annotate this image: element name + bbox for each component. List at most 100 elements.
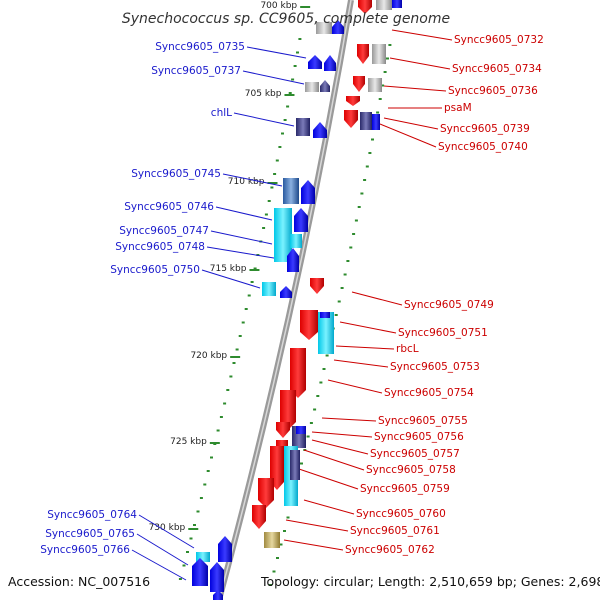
plus-strand-gene <box>372 44 386 64</box>
gene-label-minus: Syncc9605_0764 <box>47 509 137 521</box>
guide-dot <box>352 233 356 235</box>
guide-dot <box>283 119 287 121</box>
plus-strand-gene <box>392 0 402 8</box>
leader-line <box>138 514 195 549</box>
position-tick-label: 700 kbp <box>260 1 297 11</box>
guide-dot <box>253 267 257 270</box>
guide-dot <box>340 287 344 289</box>
guide-dot <box>376 111 380 114</box>
plus-strand-gene <box>344 110 358 128</box>
guide-dot <box>182 564 186 567</box>
guide-dot <box>286 516 290 519</box>
position-tick-label: 725 kbp <box>170 437 207 447</box>
guide-dot <box>286 105 290 108</box>
gene-label-plus: psaM <box>444 102 472 114</box>
guide-dot <box>216 429 220 432</box>
leader-line <box>391 29 453 41</box>
guide-dot <box>275 159 279 162</box>
guide-dot <box>319 381 323 384</box>
minus-strand-gene <box>294 208 308 232</box>
guide-dot <box>288 92 292 94</box>
guide-dot <box>383 71 387 73</box>
guide-dot <box>235 348 239 351</box>
guide-dot <box>349 246 353 249</box>
gene-label-plus: Syncc9605_0754 <box>384 387 474 399</box>
gene-label-plus: Syncc9605_0761 <box>350 525 440 537</box>
guide-dot <box>365 165 369 168</box>
gene-labels: Syncc9605_0735 Syncc9605_0737 chlL Syncc960… <box>40 34 544 556</box>
guide-dot <box>306 435 310 438</box>
guide-dot <box>279 543 283 546</box>
gene-label-minus: Syncc9605_0766 <box>40 544 130 556</box>
guide-dot <box>281 132 284 135</box>
guide-dot <box>273 173 277 175</box>
minus-strand-gene <box>287 248 299 272</box>
genome-summary: Topology: circular; Length: 2,510,659 bp… <box>261 574 600 589</box>
guide-dot <box>178 578 182 580</box>
plus-strand-gene <box>318 312 334 354</box>
gene-label-plus: Syncc9605_0753 <box>390 361 480 373</box>
guide-dot <box>313 408 317 411</box>
position-tick-label: 720 kbp <box>190 351 227 361</box>
guide-dot <box>210 456 213 459</box>
guide-dot <box>250 281 254 283</box>
gene-label-plus: rbcL <box>396 343 419 355</box>
gene-label-plus: Syncc9605_0739 <box>440 123 530 135</box>
guide-dot <box>293 65 297 67</box>
guide-dot <box>196 510 200 513</box>
leader-line <box>383 117 439 130</box>
position-tick-label: 705 kbp <box>245 89 282 99</box>
leader-line <box>210 230 273 245</box>
gene-label-minus: Syncc9605_0750 <box>110 264 200 276</box>
minus-strand-gene <box>210 562 224 592</box>
guide-dot <box>270 186 274 189</box>
gene-label-minus: Syncc9605_0748 <box>115 241 205 253</box>
leader-line <box>339 321 397 334</box>
genome-backbone-highlight <box>218 0 352 600</box>
guide-dot <box>203 483 207 486</box>
minus-strand-gene <box>301 180 315 204</box>
guide-dot <box>388 44 392 46</box>
label-leader-lines <box>131 29 453 581</box>
minus-strand-gene <box>320 80 330 92</box>
leader-line <box>327 379 383 394</box>
guide-dot <box>343 273 347 276</box>
minus-strand-gene <box>305 82 319 92</box>
guide-dot <box>276 557 279 559</box>
leader-line <box>333 359 389 368</box>
minus-strand-gene <box>218 536 232 562</box>
guide-dot <box>316 395 320 397</box>
guide-dot <box>206 470 210 472</box>
guide-dot <box>337 300 341 303</box>
minus-strand-gene <box>274 208 292 262</box>
leader-line <box>201 269 261 289</box>
plus-strand-gene <box>280 390 296 430</box>
gene-label-plus: Syncc9605_0740 <box>438 141 528 153</box>
guide-dot <box>238 335 242 337</box>
gene-label-minus: Syncc9605_0737 <box>151 65 241 77</box>
minus-strand-gene <box>283 178 299 204</box>
guide-dot <box>278 146 282 148</box>
minus-strand-gene <box>316 22 332 34</box>
leader-line <box>233 112 295 127</box>
minus-strand-gene <box>296 118 310 136</box>
plus-strand-gene <box>276 422 290 438</box>
position-tick-label: 730 kbp <box>149 523 186 533</box>
guide-dot <box>199 497 203 499</box>
leader-line <box>303 449 365 471</box>
genome-backbone <box>216 0 354 600</box>
guide-dot <box>267 200 271 202</box>
leader-line <box>335 345 395 350</box>
plus-strand-gene <box>264 532 280 548</box>
plus-strand-gene <box>353 76 365 92</box>
guide-dot <box>360 192 364 195</box>
leader-line <box>285 519 349 532</box>
guide-dot <box>283 530 286 532</box>
plus-strand-gene <box>358 0 372 14</box>
guide-dot <box>291 78 295 81</box>
plus-strand-gene <box>310 278 324 294</box>
guide-dot <box>268 584 272 586</box>
guide-dot <box>346 260 350 262</box>
leader-line <box>383 85 447 92</box>
